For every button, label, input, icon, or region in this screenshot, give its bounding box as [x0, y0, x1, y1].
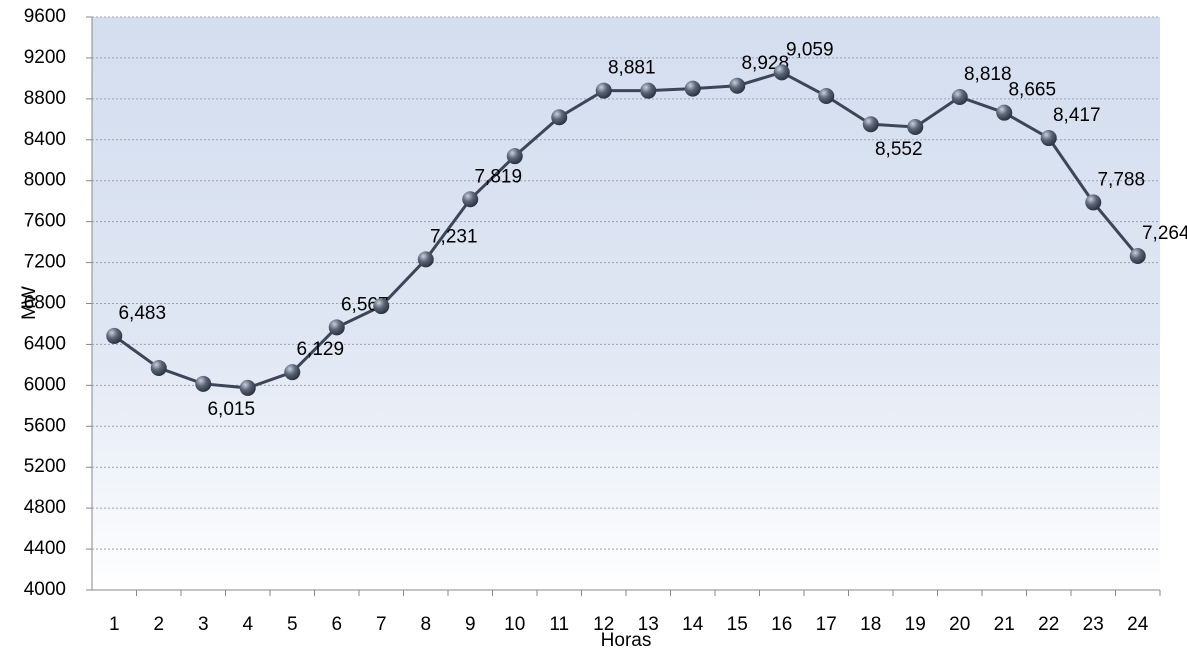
x-tick-label: 7	[376, 614, 387, 635]
data-point	[1040, 130, 1057, 147]
y-tick-label: 4800	[24, 497, 66, 518]
data-label: 8,417	[1053, 105, 1101, 126]
data-point	[862, 116, 879, 133]
y-tick-label: 6000	[24, 374, 66, 395]
data-point	[462, 191, 479, 208]
y-tick-label: 7200	[24, 252, 66, 273]
data-point	[907, 118, 924, 135]
y-tick-label: 5600	[24, 415, 66, 436]
x-tick-label: 6	[331, 614, 342, 635]
data-point	[684, 80, 701, 97]
y-tick-label: 8000	[24, 170, 66, 191]
data-point	[239, 379, 256, 396]
y-tick-label: 9200	[24, 47, 66, 68]
data-point	[773, 64, 790, 81]
data-label: 8,881	[608, 58, 656, 79]
x-tick-label: 24	[1127, 614, 1149, 635]
data-label: 7,788	[1097, 169, 1145, 190]
data-point	[506, 148, 523, 165]
x-tick-label: 15	[727, 614, 748, 635]
data-point	[373, 298, 390, 315]
x-tick-label: 22	[1038, 614, 1059, 635]
x-tick-label: 10	[504, 614, 525, 635]
data-point	[951, 89, 968, 106]
data-label: 8,552	[875, 139, 923, 160]
data-label: 7,819	[474, 166, 522, 187]
data-point	[150, 359, 167, 376]
data-label: 7,231	[430, 226, 478, 247]
x-tick-label: 12	[593, 614, 614, 635]
y-tick-label: 4000	[24, 579, 66, 600]
x-tick-label: 4	[242, 614, 253, 635]
data-label: 8,665	[1008, 80, 1056, 101]
data-point	[996, 104, 1013, 121]
y-tick-label: 5200	[24, 456, 66, 477]
x-tick-label: 3	[198, 614, 209, 635]
x-tick-label: 11	[549, 614, 569, 635]
x-tick-label: 16	[771, 614, 792, 635]
y-tick-label: 6800	[24, 293, 66, 314]
y-axis-title: MW	[19, 286, 40, 320]
x-tick-label: 18	[860, 614, 881, 635]
data-point	[1129, 248, 1146, 265]
data-point	[1085, 194, 1102, 211]
x-tick-label: 9	[465, 614, 476, 635]
x-tick-label: 1	[109, 614, 120, 635]
x-tick-label: 2	[153, 614, 164, 635]
data-point	[328, 319, 345, 336]
x-tick-label: 21	[994, 614, 1015, 635]
data-label: 6,129	[296, 339, 344, 360]
x-axis-title: Horas	[601, 630, 652, 651]
data-label: 6,483	[118, 303, 166, 324]
data-point	[551, 109, 568, 126]
data-point	[417, 251, 434, 268]
y-tick-label: 9600	[24, 6, 66, 27]
data-label: 7,264	[1142, 223, 1187, 244]
data-label: 8,818	[964, 64, 1012, 85]
y-tick-label: 7600	[24, 211, 66, 232]
x-tick-label: 5	[287, 614, 298, 635]
data-point	[818, 87, 835, 104]
data-label: 6,015	[207, 399, 255, 420]
data-point	[595, 82, 612, 99]
y-tick-label: 8800	[24, 88, 66, 109]
data-label: 9,059	[786, 39, 834, 60]
data-point	[284, 364, 301, 381]
y-tick-label: 8400	[24, 129, 66, 150]
x-tick-label: 19	[905, 614, 926, 635]
x-tick-label: 14	[682, 614, 704, 635]
y-tick-label: 6400	[24, 333, 66, 354]
x-tick-label: 13	[638, 614, 659, 635]
x-tick-label: 20	[949, 614, 970, 635]
x-tick-label: 23	[1083, 614, 1104, 635]
y-tick-label: 4400	[24, 538, 66, 559]
x-tick-label: 17	[816, 614, 837, 635]
data-point	[729, 77, 746, 94]
data-point	[106, 327, 123, 344]
data-point	[640, 82, 657, 99]
x-tick-label: 8	[420, 614, 431, 635]
data-point	[195, 375, 212, 392]
